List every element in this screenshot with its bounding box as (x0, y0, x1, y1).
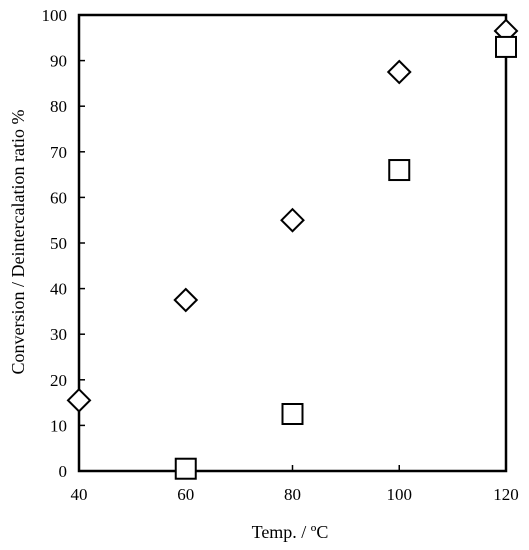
y-tick-label: 30 (50, 325, 67, 344)
diamond-marker (173, 287, 199, 313)
y-tick-label: 50 (50, 234, 67, 253)
x-tick-label: 60 (177, 485, 194, 504)
square-marker (495, 35, 517, 58)
y-tick-label: 70 (50, 143, 67, 162)
y-axis-title: Conversion / Deintercalation ratio % (8, 110, 28, 375)
y-tick-label: 20 (50, 371, 67, 390)
square-marker (281, 403, 304, 425)
x-tick-label: 100 (387, 485, 413, 504)
x-tick-label: 40 (71, 485, 88, 504)
square-marker (388, 159, 411, 182)
y-tick-label: 80 (50, 97, 67, 116)
y-tick-label: 0 (59, 462, 68, 481)
x-tick-label: 120 (493, 485, 519, 504)
square-marker (174, 457, 197, 480)
y-tick-label: 90 (50, 52, 67, 71)
diamond-marker (386, 59, 412, 85)
x-axis-title: Temp. / ºC (252, 522, 329, 542)
y-tick-label: 40 (50, 280, 67, 299)
plot-frame (77, 13, 508, 473)
x-tick-label: 80 (284, 485, 301, 504)
diamond-marker (66, 387, 92, 413)
y-tick-label: 60 (50, 188, 67, 207)
y-tick-label: 100 (42, 6, 68, 25)
y-tick-label: 10 (50, 416, 67, 435)
diamond-marker (280, 207, 305, 233)
